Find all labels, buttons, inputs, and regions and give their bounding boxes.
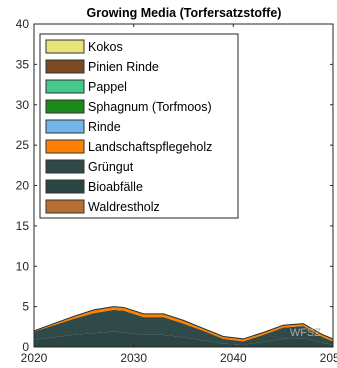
y-tick-label: 10 — [16, 259, 30, 273]
legend-label: Grüngut — [88, 160, 134, 174]
legend-label: Pappel — [88, 80, 127, 94]
legend-label: Rinde — [88, 120, 121, 134]
y-tick-label: 5 — [22, 300, 29, 314]
x-tick-label: 2020 — [21, 351, 48, 365]
stack-outline — [33, 306, 334, 340]
legend-swatch — [45, 39, 85, 54]
legend-swatch — [45, 59, 85, 74]
legend-swatch — [45, 99, 85, 114]
y-tick-label: 40 — [16, 17, 30, 31]
watermark: WFSZ — [290, 327, 321, 339]
legend-swatch — [45, 119, 85, 134]
legend-label: Bioabfälle — [88, 180, 143, 194]
area-bioabf-lle — [34, 331, 333, 347]
legend-label: Sphagnum (Torfmoos) — [88, 100, 212, 114]
legend-swatch — [45, 159, 85, 174]
legend-label: Landschaftspflegeholz — [88, 140, 212, 154]
axes: 0 5 10 15 20 25 30 35 40 2020 2030 2040 2050 — [16, 17, 337, 365]
legend-swatch — [45, 139, 85, 154]
y-tick-label: 30 — [16, 98, 30, 112]
area-gr-ngut — [34, 309, 333, 345]
x-tick-label: 2050 — [320, 351, 337, 365]
area-series-group — [33, 306, 334, 347]
chart-title: Growing Media (Torfersatzstoffe) — [87, 6, 282, 20]
y-tick-label: 20 — [16, 179, 30, 193]
y-tick-label: 35 — [16, 57, 30, 71]
legend-label: Waldrestholz — [88, 200, 160, 214]
y-tick-label: 15 — [16, 219, 30, 233]
x-tick-label: 2040 — [220, 351, 247, 365]
legend-label: Pinien Rinde — [88, 60, 159, 74]
legend-swatch — [45, 199, 85, 214]
legend-swatch — [45, 79, 85, 94]
legend: Kokos Pinien Rinde Pappel Sphagnum (Torfmoo… — [39, 33, 239, 219]
y-tick-label: 0 — [22, 340, 29, 354]
legend-label: Kokos — [88, 40, 123, 54]
legend-swatch — [45, 179, 85, 194]
y-tick-label: 25 — [16, 138, 30, 152]
x-tick-label: 2030 — [120, 351, 147, 365]
